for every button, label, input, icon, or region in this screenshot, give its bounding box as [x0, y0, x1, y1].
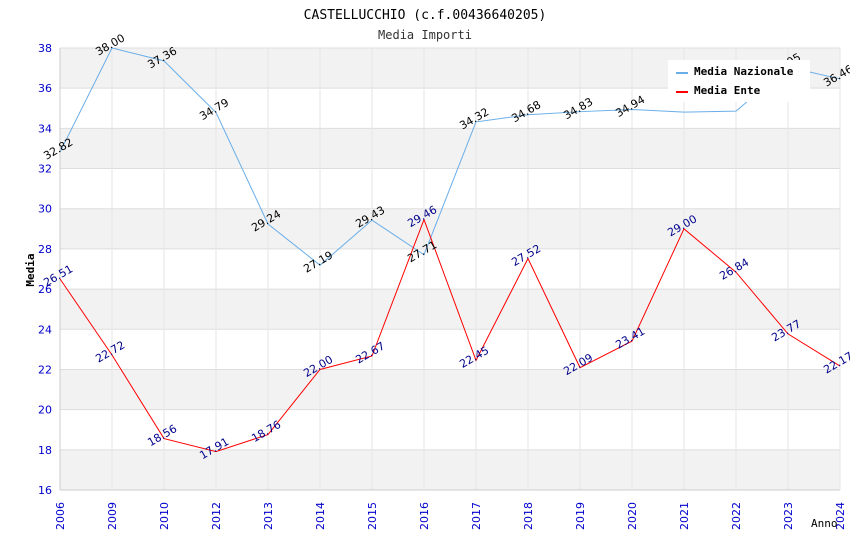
chart-subtitle: Media Importi	[378, 28, 472, 42]
data-label: 27.19	[301, 249, 335, 276]
y-tick-labels: 16 18 20 22 24 26 28 30 32 34 36 38	[38, 42, 52, 497]
x-tick-label: 2018	[522, 502, 535, 530]
legend-label-nazionale: Media Nazionale	[694, 65, 794, 78]
x-tick-label: 2023	[782, 502, 795, 530]
x-tick-label: 2012	[210, 502, 223, 530]
legend: Media Nazionale Media Ente	[668, 60, 810, 102]
x-axis-title: Anno	[811, 517, 838, 530]
background-band	[60, 208, 840, 249]
x-tick-label: 2019	[574, 502, 587, 530]
legend-box	[668, 60, 810, 102]
series-line-ente	[59, 218, 841, 453]
y-tick-label: 22	[38, 363, 52, 376]
y-tick-label: 24	[38, 323, 52, 336]
x-tick-label: 2022	[730, 502, 743, 530]
background-band	[60, 128, 840, 169]
y-tick-label: 34	[38, 122, 52, 135]
data-label: 22.45	[457, 344, 491, 371]
series-line-nazionale	[59, 47, 841, 266]
data-label: 34.94	[613, 93, 647, 120]
x-tick-label: 2014	[314, 502, 327, 530]
x-tick-label: 2017	[470, 502, 483, 530]
data-label: 22.67	[353, 339, 387, 366]
data-label: 26.51	[41, 262, 75, 289]
series-lines	[59, 47, 841, 453]
y-tick-label: 38	[38, 42, 52, 55]
x-tick-label: 2009	[106, 502, 119, 530]
legend-label-ente: Media Ente	[694, 84, 761, 97]
y-tick-label: 18	[38, 444, 52, 457]
chart-title: CASTELLUCCHIO (c.f.00436640205)	[304, 8, 547, 23]
background-band	[60, 289, 840, 330]
data-label: 34.79	[197, 96, 231, 123]
y-tick-label: 26	[38, 283, 52, 296]
x-tick-label: 2015	[366, 502, 379, 530]
x-tick-label: 2006	[54, 502, 67, 530]
y-tick-label: 16	[38, 484, 52, 497]
x-tick-label: 2024	[834, 502, 847, 530]
x-tick-label: 2010	[158, 502, 171, 530]
y-tick-label: 36	[38, 82, 52, 95]
background-band	[60, 449, 840, 490]
background-band	[60, 369, 840, 410]
axes	[59, 48, 840, 491]
data-label: 18.56	[145, 422, 179, 449]
x-tick-label: 2013	[262, 502, 275, 530]
y-tick-label: 28	[38, 243, 52, 256]
data-label: 34.68	[509, 98, 543, 125]
x-tick-labels: 2006 2009 2010 2012 2013 2014 2015 2016 2017 2018…	[54, 502, 847, 530]
data-label: 26.84	[717, 256, 751, 283]
y-tick-label: 30	[38, 203, 52, 216]
x-tick-label: 2020	[626, 502, 639, 530]
y-axis-title: Media	[24, 253, 37, 286]
x-tick-label: 2016	[418, 502, 431, 530]
x-tick-label: 2021	[678, 502, 691, 530]
data-label: 34.83	[561, 95, 595, 122]
y-tick-label: 20	[38, 404, 52, 417]
data-label: 18.76	[249, 418, 283, 445]
data-label: 22.72	[93, 338, 127, 365]
y-tick-label: 32	[38, 163, 52, 176]
